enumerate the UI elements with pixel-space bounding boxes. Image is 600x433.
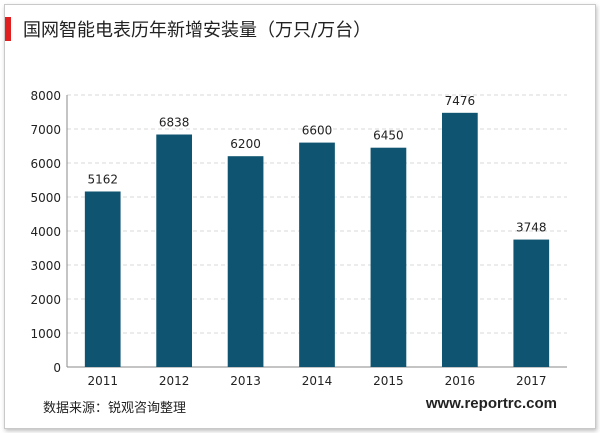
page-title: 国网智能电表历年新增安装量（万只/万台） bbox=[23, 20, 372, 41]
bar bbox=[299, 142, 335, 367]
x-tick-label: 2016 bbox=[445, 374, 476, 388]
bar bbox=[442, 112, 478, 367]
y-tick-label: 8000 bbox=[30, 89, 61, 103]
website-link[interactable]: www.reportrc.com bbox=[425, 395, 557, 412]
y-tick-label: 3000 bbox=[30, 259, 61, 273]
bar-chart-svg: 0 1000 2000 3000 4000 5000 6000 7000 8000 5162 201… bbox=[30, 89, 567, 388]
y-tick-label: 6000 bbox=[30, 157, 61, 171]
chart-card: 国网智能电表历年新增安装量（万只/万台） 0 1000 2000 3000 4000 50… bbox=[4, 4, 596, 429]
y-tick-label: 4000 bbox=[30, 225, 61, 239]
bar-value-label: 6450 bbox=[373, 129, 404, 143]
bar-chart: 0 1000 2000 3000 4000 5000 6000 7000 8000 5162 201… bbox=[19, 73, 589, 393]
x-tick-label: 2011 bbox=[87, 374, 118, 388]
bar-value-label: 6600 bbox=[302, 124, 333, 138]
bar-value-label: 3748 bbox=[516, 221, 547, 235]
bar bbox=[227, 156, 264, 367]
x-tick-label: 2017 bbox=[516, 374, 547, 388]
x-tick-label: 2013 bbox=[230, 374, 261, 388]
x-tick-label: 2015 bbox=[373, 374, 404, 388]
y-tick-label: 1000 bbox=[30, 327, 61, 341]
bar-value-label: 6838 bbox=[159, 116, 190, 130]
bar bbox=[513, 239, 550, 367]
y-tick-label: 2000 bbox=[30, 293, 61, 307]
x-tick-label: 2014 bbox=[302, 374, 333, 388]
data-source-note: 数据来源：锐观咨询整理 bbox=[43, 401, 187, 416]
bar bbox=[84, 191, 121, 367]
y-tick-label: 0 bbox=[53, 361, 61, 375]
bar-value-label: 5162 bbox=[87, 172, 118, 186]
bar bbox=[370, 147, 407, 367]
title-accent-bar bbox=[5, 17, 11, 41]
y-tick-label: 7000 bbox=[30, 123, 61, 137]
bar-value-label: 6200 bbox=[230, 137, 261, 151]
bar-value-label: 7476 bbox=[445, 94, 476, 108]
x-tick-label: 2012 bbox=[159, 374, 190, 388]
y-tick-label: 5000 bbox=[30, 191, 61, 205]
bar bbox=[156, 134, 192, 367]
